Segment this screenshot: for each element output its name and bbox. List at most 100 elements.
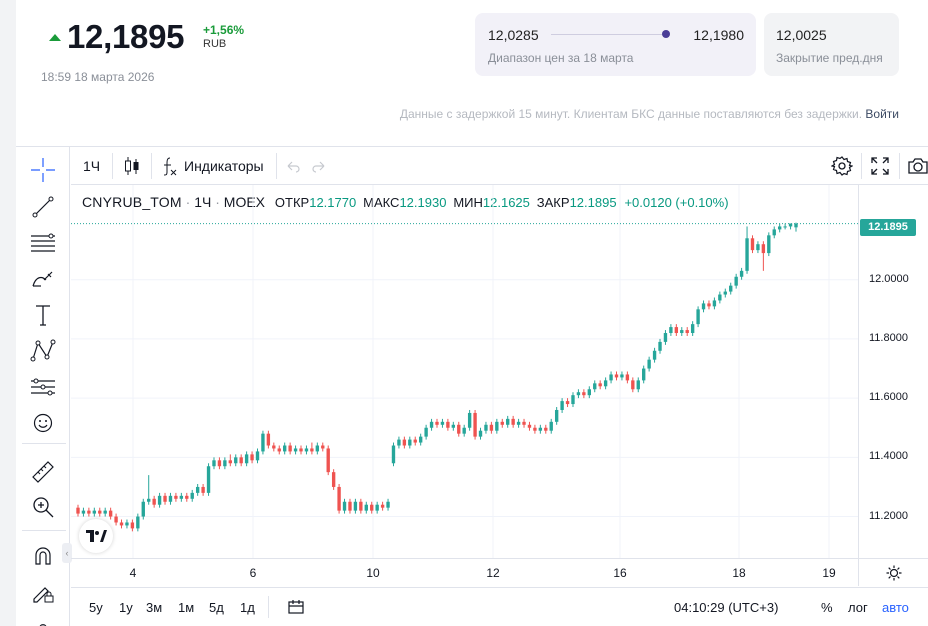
candle [206, 463, 211, 496]
candle-body [674, 327, 679, 334]
interval-button[interactable]: 1Ч [83, 158, 101, 174]
toolbar-divider [276, 153, 277, 179]
candle-body [119, 522, 124, 526]
text-tool[interactable] [28, 300, 58, 330]
candle-body [538, 427, 543, 431]
time-axis-label: 18 [732, 566, 746, 580]
candle-body [223, 460, 227, 467]
candle [331, 469, 336, 490]
price-axis-label: 12.0000 [869, 272, 909, 285]
candle [98, 507, 102, 517]
candle-body [777, 226, 782, 230]
range-5d-button[interactable]: 5д [209, 600, 224, 615]
range-1d-button[interactable]: 1д [240, 600, 255, 615]
price-axis-label: 11.6000 [869, 391, 908, 404]
candle-body [603, 380, 608, 387]
time-axis-label: 10 [366, 566, 380, 580]
fib-tool[interactable] [28, 228, 58, 258]
prediction-tool[interactable] [28, 372, 58, 402]
candle-body [652, 350, 657, 360]
log-scale-button[interactable]: лог [848, 600, 868, 615]
candle [244, 451, 249, 467]
candle-body [658, 341, 662, 351]
legend-interval: 1Ч [194, 194, 212, 210]
tradingview-logo[interactable] [79, 519, 113, 553]
candle-body [179, 495, 184, 499]
crosshair-tool[interactable] [28, 155, 58, 185]
camera-icon [908, 158, 928, 174]
collapse-toolbar-button[interactable]: ‹ [62, 543, 72, 563]
more-tools[interactable] [28, 613, 58, 626]
time-axis[interactable]: 4 6 10 12 16 18 19 [71, 558, 858, 586]
time-axis-label: 4 [129, 566, 137, 580]
candle [718, 291, 722, 304]
auto-scale-button[interactable]: авто [882, 600, 909, 615]
candle-body [544, 427, 548, 431]
candlestick-plot[interactable] [71, 185, 858, 558]
candle-body [723, 291, 727, 295]
ruler-tool[interactable] [28, 457, 58, 487]
candle-body [745, 238, 749, 271]
candle [310, 442, 314, 455]
toolbar-divider [112, 153, 113, 179]
range-1m-button[interactable]: 1м [178, 600, 195, 615]
login-link[interactable]: Войти [865, 107, 899, 121]
candle-body [718, 294, 722, 301]
fullscreen-button[interactable] [870, 147, 890, 185]
pattern-tool[interactable] [28, 336, 58, 366]
range-5y-button[interactable]: 5у [89, 600, 103, 615]
candle-body [418, 436, 423, 443]
magnet-tool[interactable] [28, 541, 58, 571]
goto-date-button[interactable] [287, 598, 305, 619]
candle-body [696, 309, 700, 325]
trendline-tool[interactable] [28, 192, 58, 222]
candle-body [712, 300, 717, 307]
settings-button[interactable] [831, 147, 853, 185]
candle [484, 421, 488, 434]
candle [288, 442, 292, 455]
toolbar-divider [22, 530, 66, 531]
candle [81, 507, 86, 517]
price-up-arrow-icon [49, 34, 61, 41]
candle-body [642, 368, 646, 381]
lock-drawings-tool[interactable] [28, 577, 58, 607]
candle [293, 445, 298, 455]
scale-settings-button[interactable] [858, 558, 928, 586]
candle-body [582, 392, 586, 396]
candle [185, 492, 189, 502]
price-axis-label: 11.8000 [869, 331, 908, 344]
candle-body [783, 226, 787, 228]
candle [674, 324, 679, 336]
candle-body [565, 401, 570, 405]
redo-button[interactable] [311, 147, 327, 185]
range-1y-button[interactable]: 1у [119, 600, 133, 615]
zoom-tool[interactable] [28, 492, 58, 522]
candle-body [174, 495, 178, 499]
candle-body [342, 501, 347, 511]
clock-timezone[interactable]: 04:10:29 (UTC+3) [674, 600, 779, 615]
chart-type-button[interactable] [123, 147, 141, 185]
candle-body [549, 421, 553, 431]
levels-icon [31, 378, 55, 396]
candle [326, 445, 330, 476]
emoji-tool[interactable] [28, 408, 58, 438]
percent-scale-button[interactable]: % [821, 600, 833, 615]
undo-button[interactable] [285, 147, 301, 185]
candle-body [92, 510, 97, 514]
brush-tool[interactable] [28, 264, 58, 294]
price-axis[interactable]: 12.0000 11.8000 11.6000 11.4000 11.2000 [858, 185, 928, 558]
indicators-button[interactable]: Индикаторы [161, 147, 264, 185]
candle-body [239, 457, 243, 464]
range-3m-button[interactable]: 3м [146, 600, 163, 615]
candle [495, 418, 499, 434]
prev-close-value: 12,0025 [776, 27, 827, 43]
candle [680, 327, 684, 336]
candle-body [337, 486, 341, 511]
candle [418, 433, 423, 446]
candle-body [321, 445, 325, 449]
candle [87, 507, 91, 517]
candle-body [402, 439, 407, 446]
candle [647, 356, 651, 372]
screenshot-button[interactable] [907, 147, 928, 185]
candle-body [794, 223, 798, 228]
